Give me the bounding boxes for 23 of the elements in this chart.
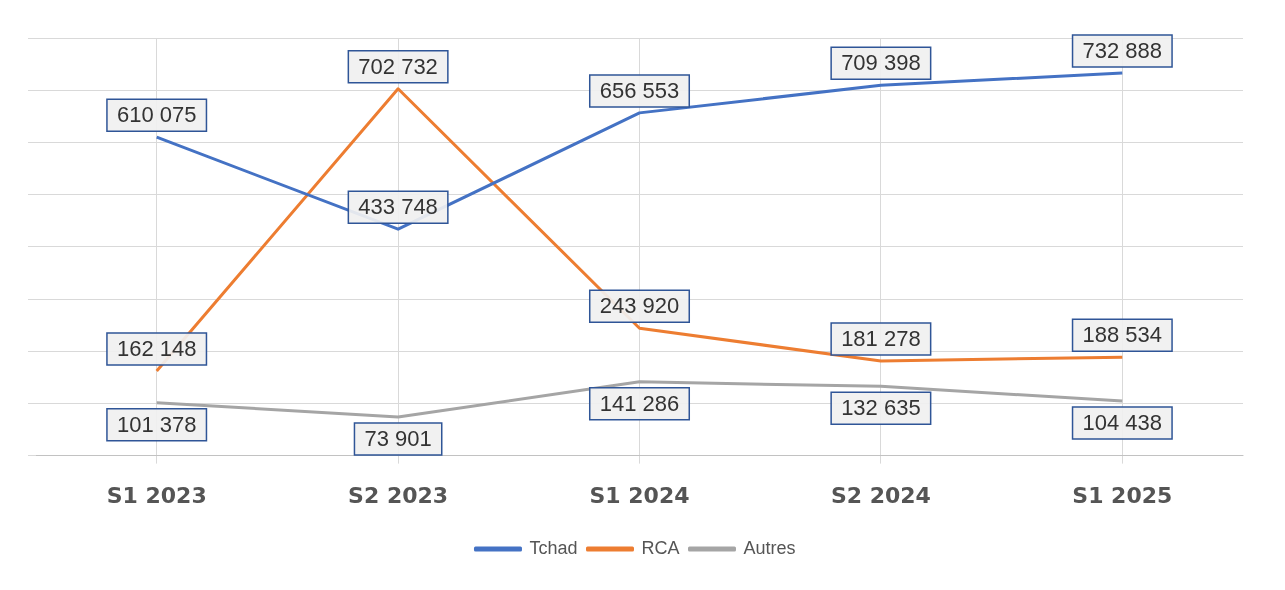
data-label: 433 748 bbox=[358, 194, 438, 220]
x-tick-label: S1 2025 bbox=[1072, 482, 1173, 508]
data-label: 732 888 bbox=[1082, 38, 1163, 64]
legend-label: Autres bbox=[743, 537, 796, 558]
legend-label: RCA bbox=[641, 537, 680, 558]
data-label: 141 286 bbox=[599, 390, 680, 416]
data-label: 104 438 bbox=[1082, 410, 1163, 436]
data-label: 162 148 bbox=[116, 336, 197, 362]
data-label: 243 920 bbox=[599, 293, 680, 319]
x-tick-label: S1 2024 bbox=[589, 482, 690, 508]
data-label: 101 378 bbox=[116, 411, 197, 437]
data-label: 702 732 bbox=[358, 53, 438, 79]
data-label: 656 553 bbox=[599, 77, 680, 103]
x-tick-label: S2 2023 bbox=[348, 482, 449, 508]
data-label: 73 901 bbox=[364, 426, 432, 452]
x-tick-label: S1 2023 bbox=[106, 482, 207, 508]
data-label: 709 398 bbox=[841, 50, 921, 76]
data-label: 188 534 bbox=[1082, 322, 1163, 348]
data-label: 610 075 bbox=[116, 102, 197, 128]
legend-label: Tchad bbox=[529, 537, 578, 558]
data-label: 181 278 bbox=[841, 326, 921, 352]
data-label: 132 635 bbox=[841, 395, 921, 421]
x-tick-label: S2 2024 bbox=[830, 482, 931, 508]
